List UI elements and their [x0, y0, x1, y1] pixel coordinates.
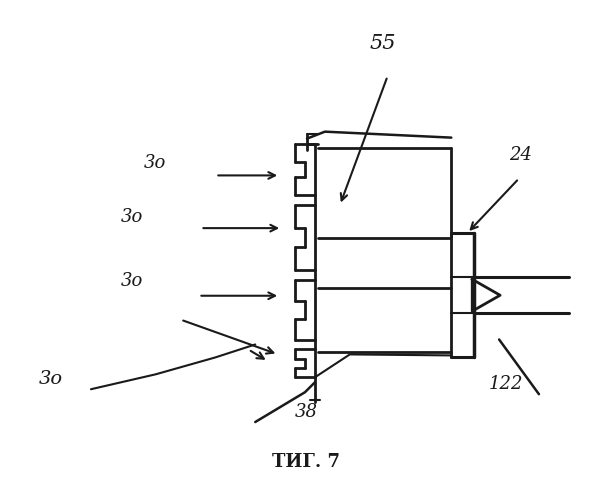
- Text: 3o: 3o: [144, 154, 166, 172]
- Text: 55: 55: [370, 34, 396, 53]
- Text: 122: 122: [489, 375, 524, 393]
- Text: 24: 24: [509, 146, 532, 164]
- Text: 3o: 3o: [121, 272, 143, 290]
- Text: 38: 38: [295, 403, 318, 421]
- Text: 3o: 3o: [121, 208, 143, 226]
- Text: ΤИГ. 7: ΤИГ. 7: [272, 453, 340, 471]
- Text: 3o: 3o: [39, 370, 63, 388]
